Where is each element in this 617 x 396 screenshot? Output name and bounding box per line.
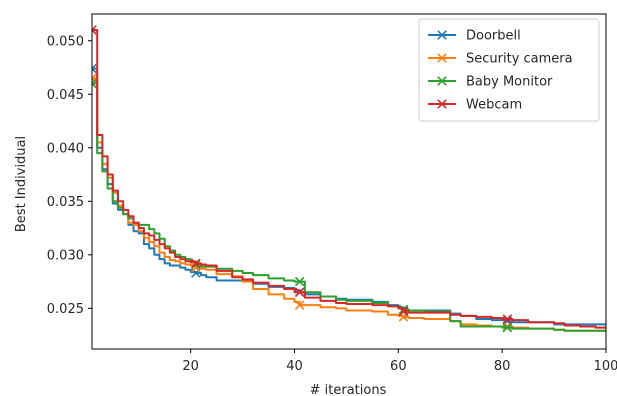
- series-marker-webcam: [398, 306, 409, 317]
- legend-marker-doorbell: [437, 30, 447, 40]
- legend: Doorbell Security camera Baby Monitor Webca…: [418, 18, 600, 122]
- legend-marker-webcam: [437, 99, 447, 109]
- plot-frame: [91, 13, 607, 350]
- series-marker-doorbell: [92, 63, 97, 74]
- legend-label-webcam: Webcam: [466, 98, 522, 113]
- x-axis-label: # iterations: [310, 383, 387, 396]
- y-tick-label: 0.050: [47, 34, 84, 49]
- series-marker-baby-monitor: [502, 322, 513, 333]
- series-layer: [92, 25, 606, 333]
- y-tick-label: 0.040: [47, 141, 84, 156]
- series-marker-webcam: [191, 258, 201, 269]
- x-tick-label: 60: [390, 359, 407, 374]
- y-tick-label: 0.035: [47, 195, 84, 210]
- series-marker-baby-monitor: [92, 78, 97, 89]
- y-tick-label: 0.030: [47, 248, 84, 263]
- series-marker-security-camera: [294, 300, 305, 310]
- legend-label-doorbell: Doorbell: [466, 29, 521, 44]
- series-marker-webcam: [502, 314, 513, 324]
- x-tick-label: 40: [286, 359, 303, 374]
- legend-label-baby-monitor: Baby Monitor: [466, 75, 553, 90]
- plot-area: [92, 25, 606, 333]
- x-tick-label: 80: [494, 359, 511, 374]
- legend-box: [418, 18, 600, 122]
- legend-marker-baby-monitor: [437, 76, 447, 86]
- y-axis-label: Best Individual: [14, 136, 29, 232]
- x-tick-label: 100: [594, 359, 617, 374]
- x-tick-label: 20: [182, 359, 199, 374]
- axes-layer: 20 40 60 80 100 0.025 0.030 0.035 0.040 0.045 0.05…: [47, 13, 617, 374]
- y-tick-label: 0.045: [47, 88, 84, 103]
- legend-label-security-camera: Security camera: [466, 52, 573, 67]
- series-marker-webcam: [92, 25, 97, 35]
- legend-marker-security-camera: [437, 53, 447, 63]
- series-marker-webcam: [294, 287, 305, 298]
- y-tick-label: 0.025: [47, 302, 84, 317]
- series-line-security-camera: [92, 77, 606, 332]
- series-line-webcam: [92, 29, 606, 329]
- series-marker-baby-monitor: [294, 276, 305, 287]
